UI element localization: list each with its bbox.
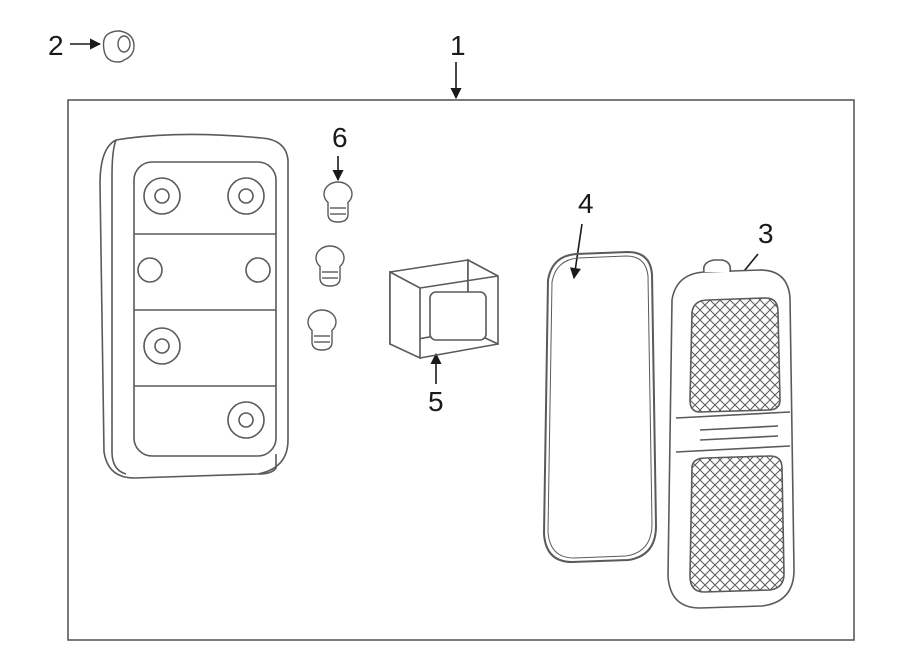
diagram-svg [0, 0, 900, 661]
part-3-lens [668, 260, 794, 608]
part-2-clip [104, 31, 135, 62]
diagram-stage: 1 2 3 4 5 6 [0, 0, 900, 661]
part-6-bulbs [308, 182, 352, 350]
part-4-gasket [544, 252, 656, 562]
part-5-reflector [390, 260, 498, 358]
tail-lamp-housing [100, 134, 288, 478]
